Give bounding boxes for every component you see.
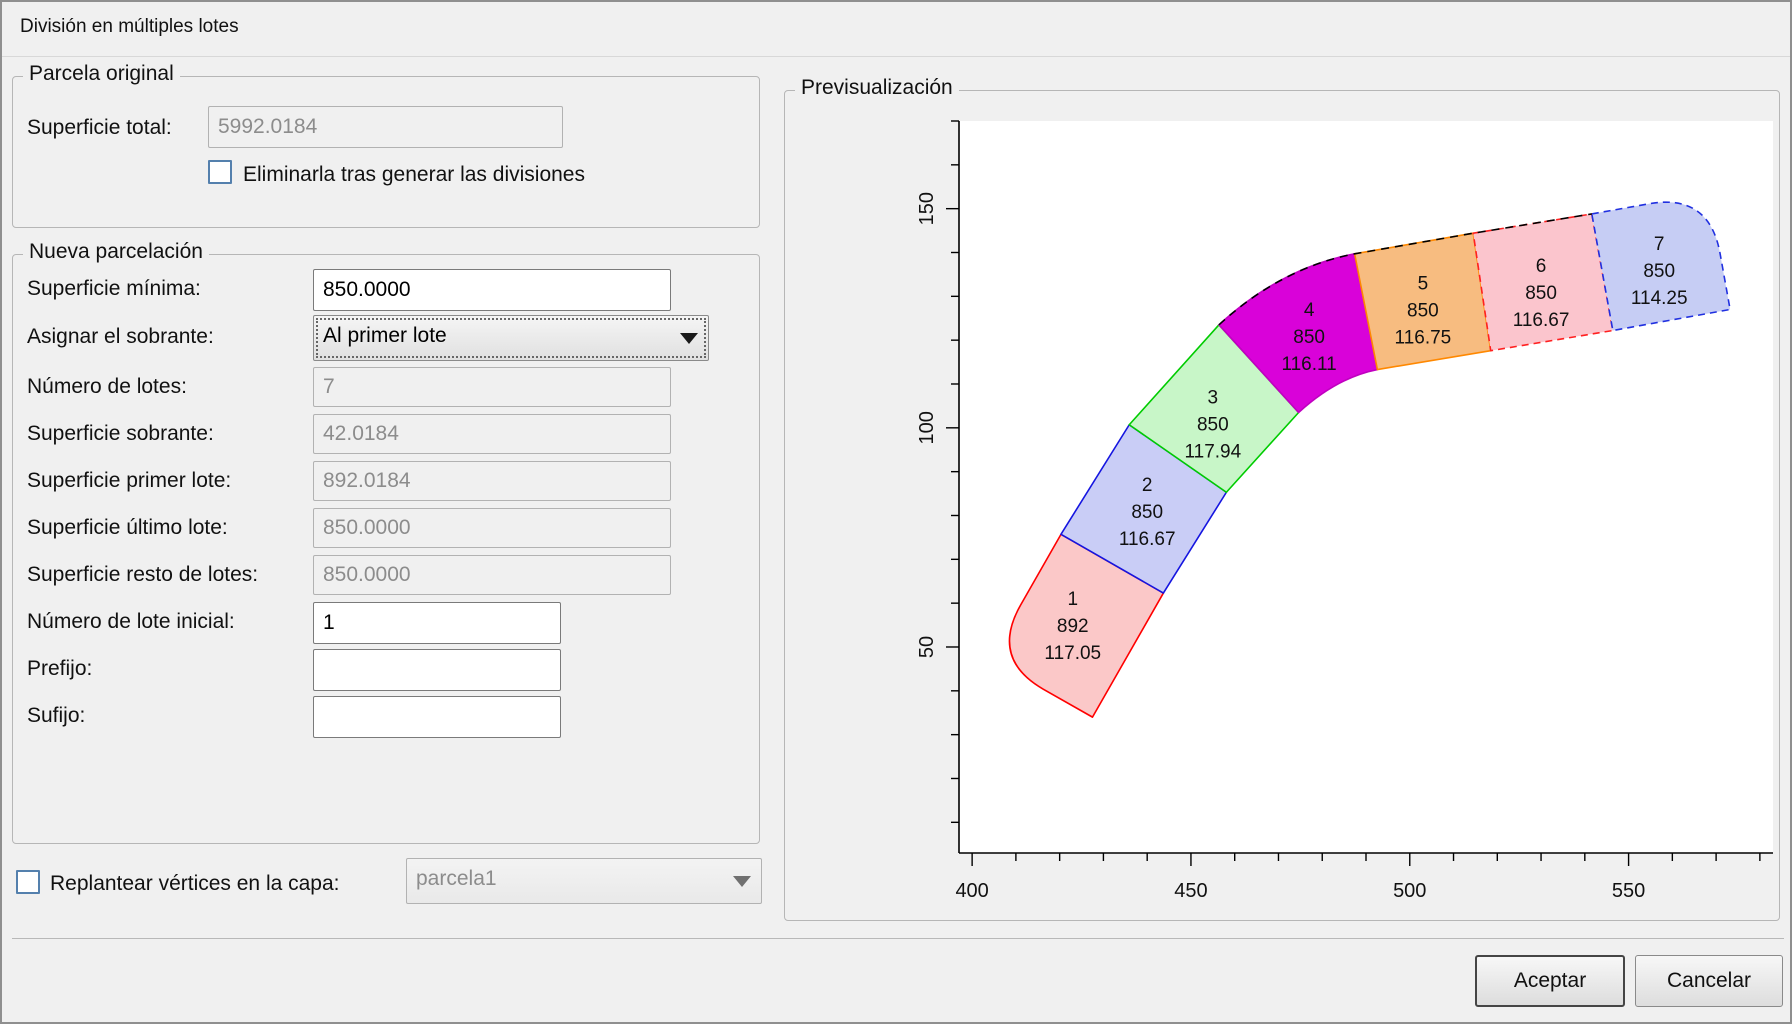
parcel-5-label-line: 116.75 (1395, 327, 1452, 348)
parcel-7-label-line: 7 (1654, 234, 1665, 255)
eliminar-checkbox-label: Eliminarla tras generar las divisiones (243, 163, 585, 186)
eliminar-checkbox[interactable] (208, 160, 232, 184)
parcel-7-label-line: 114.25 (1631, 288, 1688, 309)
group-nueva-parcelacion-legend: Nueva parcelación (23, 240, 209, 264)
capa-combobox: parcela1 (406, 858, 762, 904)
parcel-1-label-line: 892 (1057, 616, 1089, 637)
superficie-ultimo-lote-label: Superficie último lote: (27, 516, 228, 539)
y-tick-label: 150 (916, 192, 938, 225)
group-parcela-original-legend: Parcela original (23, 62, 180, 86)
original-boundary-dashed-line (1218, 213, 1592, 326)
x-tick-label: 550 (1612, 880, 1645, 902)
parcel-7-label-line: 850 (1643, 261, 1675, 282)
x-tick-label: 500 (1393, 880, 1426, 902)
replantear-checkbox-label: Replantear vértices en la capa: (50, 872, 340, 895)
preview-plot: 400 450 500 550 50 100 150 1 892 117.05 2 850 116.67… (916, 120, 1773, 902)
numero-lotes-label: Número de lotes: (27, 375, 187, 398)
superficie-primer-lote-field (313, 461, 671, 501)
asignar-sobrante-label: Asignar el sobrante: (27, 325, 214, 348)
group-previsualizacion: Previsualización 400 450 500 550 50 100 150 1 89… (784, 76, 1780, 921)
parcel-3-label-line: 117.94 (1184, 441, 1241, 462)
superficie-resto-lotes-field (313, 555, 671, 595)
asignar-sobrante-combobox[interactable]: Al primer lote (313, 315, 709, 361)
superficie-sobrante-label: Superficie sobrante: (27, 422, 214, 445)
superficie-total-field (208, 106, 563, 148)
parcel-6-label-line: 6 (1536, 256, 1547, 277)
parcel-1-label-line: 117.05 (1044, 643, 1101, 664)
superficie-minima-input[interactable] (313, 269, 671, 311)
parcel-2-label-line: 2 (1142, 475, 1153, 496)
chevron-down-icon (733, 875, 751, 887)
parcel-5-label-line: 5 (1418, 273, 1429, 294)
x-tick-label: 400 (955, 880, 988, 902)
parcel-4-label-line: 116.11 (1281, 354, 1336, 375)
replantear-checkbox[interactable] (16, 870, 40, 894)
capa-combo-arrow-button (723, 859, 761, 903)
parcel-6-label-line: 850 (1525, 283, 1557, 304)
parcel-7 (1591, 201, 1731, 332)
parcel-6-label-line: 116.67 (1513, 310, 1570, 331)
asignar-sobrante-value: Al primer lote (323, 324, 447, 347)
y-tick-label: 100 (916, 411, 938, 444)
superficie-sobrante-field (313, 414, 671, 454)
cancel-button[interactable]: Cancelar (1635, 955, 1783, 1007)
parcel-4-label-line: 850 (1293, 327, 1325, 348)
chevron-down-icon (680, 332, 698, 344)
parcel-5-label-line: 850 (1407, 300, 1439, 321)
group-parcela-original: Parcela original Superficie total: Elimi… (12, 62, 760, 228)
parcel-1-label-line: 1 (1067, 589, 1078, 610)
superficie-total-label: Superficie total: (27, 116, 172, 139)
parcel-2-label-line: 116.67 (1119, 529, 1176, 550)
parcel-6 (1472, 213, 1614, 352)
superficie-minima-label: Superficie mínima: (27, 277, 201, 300)
group-nueva-parcelacion: Nueva parcelación Superficie mínima: Asi… (12, 240, 760, 844)
group-previsualizacion-legend: Previsualización (795, 76, 959, 100)
y-tick-label: 50 (916, 636, 938, 658)
parcel-3-label-line: 3 (1208, 387, 1219, 408)
superficie-ultimo-lote-field (313, 508, 671, 548)
numero-lote-inicial-label: Número de lote inicial: (27, 610, 235, 633)
sufijo-input[interactable] (313, 696, 561, 738)
prefijo-label: Prefijo: (27, 657, 93, 680)
combo-arrow-button[interactable] (670, 316, 708, 360)
superficie-resto-lotes-label: Superficie resto de lotes: (27, 563, 259, 586)
numero-lote-inicial-input[interactable] (313, 602, 561, 644)
parcel-3-label-line: 850 (1197, 414, 1229, 435)
x-tick-label: 450 (1174, 880, 1207, 902)
prefijo-input[interactable] (313, 649, 561, 691)
accept-button[interactable]: Aceptar (1475, 955, 1625, 1007)
title-bar: División en múltiples lotes (2, 2, 1790, 57)
sufijo-label: Sufijo: (27, 704, 86, 727)
window-title: División en múltiples lotes (20, 16, 239, 37)
footer-separator (12, 938, 1784, 939)
parcel-2-label-line: 850 (1131, 502, 1163, 523)
numero-lotes-field (313, 367, 671, 407)
parcel-4-label-line: 4 (1304, 300, 1315, 321)
superficie-primer-lote-label: Superficie primer lote: (27, 469, 232, 492)
capa-value: parcela1 (416, 867, 497, 890)
parcel-1 (1008, 533, 1165, 718)
